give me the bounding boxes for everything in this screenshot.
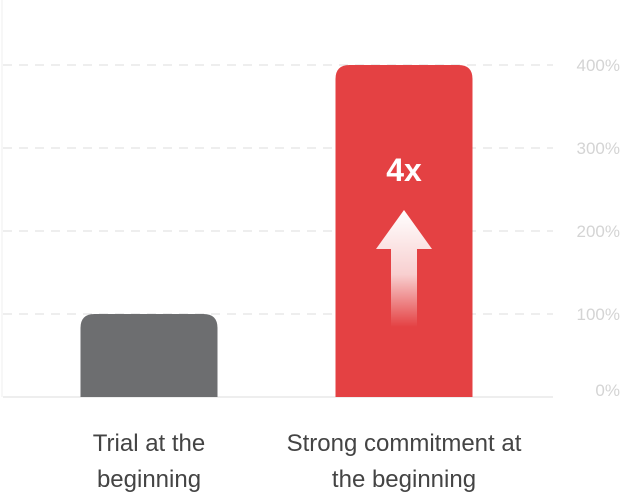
category-label: Trial at the <box>93 430 206 457</box>
y-tick-label: 400% <box>577 56 620 75</box>
y-tick-label: 0% <box>595 381 620 400</box>
y-tick-label: 100% <box>577 305 620 324</box>
category-label: the beginning <box>332 466 476 493</box>
multiplier-label: 4x <box>386 152 422 188</box>
y-tick-label: 300% <box>577 139 620 158</box>
bar <box>80 314 218 397</box>
category-label: Strong commitment at <box>287 430 522 457</box>
category-label: beginning <box>97 466 201 493</box>
up-arrow-icon <box>376 210 432 327</box>
y-tick-label: 200% <box>577 222 620 241</box>
